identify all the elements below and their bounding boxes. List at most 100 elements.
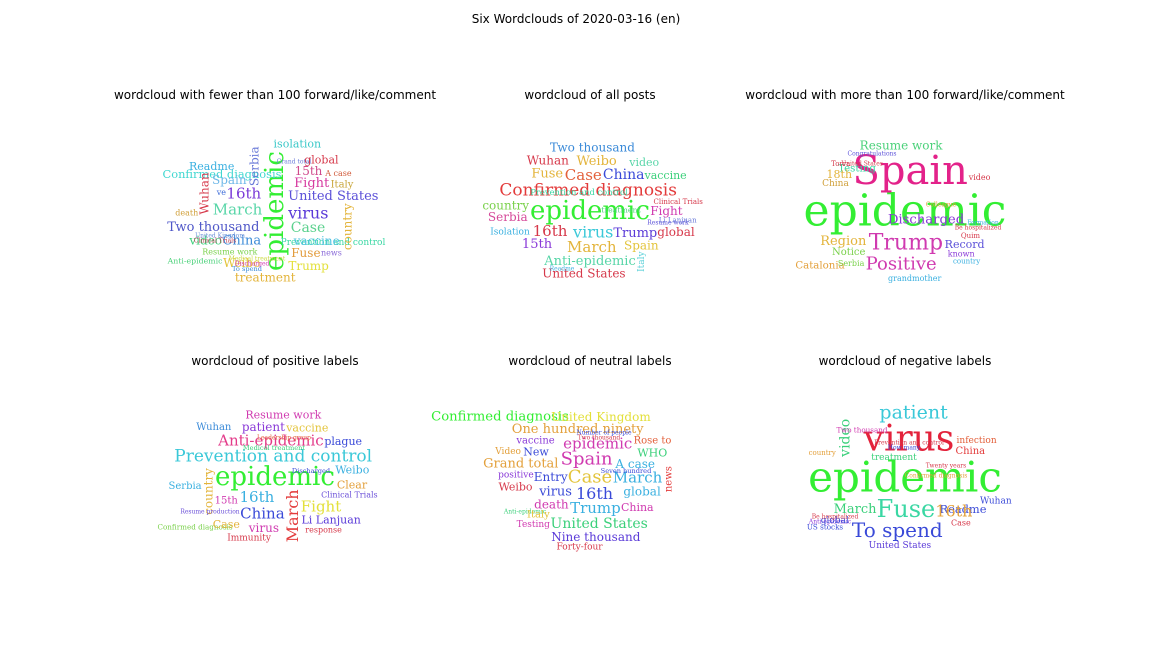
word: isolation bbox=[274, 138, 322, 151]
word: Serbia bbox=[838, 259, 865, 268]
word: Spain bbox=[852, 148, 967, 194]
word: China bbox=[955, 446, 985, 457]
word: virus bbox=[863, 419, 955, 460]
word: Formation bbox=[967, 220, 999, 227]
panel-negative: wordcloud of negative labels epidemic vir… bbox=[740, 354, 1070, 604]
word: Anti-epidemic bbox=[503, 509, 547, 516]
word: Confirmed diagnosis bbox=[905, 473, 968, 480]
word: country bbox=[482, 198, 529, 212]
word: plague bbox=[324, 435, 362, 448]
word: vaccine bbox=[515, 436, 554, 447]
word: Isolation bbox=[490, 227, 530, 237]
word: 18th bbox=[827, 168, 853, 181]
word: Readme bbox=[940, 502, 987, 516]
word: Rose to bbox=[634, 436, 672, 447]
word: Resume work bbox=[202, 248, 257, 257]
word: video bbox=[968, 173, 991, 182]
word: Torra bbox=[831, 160, 850, 168]
word: Wuhan bbox=[980, 496, 1012, 506]
word: Spain bbox=[212, 173, 247, 187]
word: Wuhan bbox=[197, 172, 211, 214]
word: video bbox=[628, 156, 659, 169]
word: Readme bbox=[550, 266, 575, 273]
word: Fight bbox=[294, 176, 330, 191]
word: Trump bbox=[869, 231, 943, 256]
word: Entry bbox=[534, 470, 568, 484]
word: Serbia bbox=[488, 210, 528, 224]
word: vaccine bbox=[293, 234, 340, 248]
word: Anti-epidemic bbox=[167, 257, 224, 266]
word: A case bbox=[324, 169, 352, 178]
word: China bbox=[621, 501, 654, 514]
word: Discharged bbox=[292, 467, 331, 475]
word: Number of people bbox=[576, 430, 631, 437]
word: treatment bbox=[235, 271, 296, 285]
word: Two thousand bbox=[837, 426, 888, 435]
word: Two thousand bbox=[578, 435, 621, 442]
word: Catalonia bbox=[795, 261, 844, 272]
word: China bbox=[822, 179, 849, 189]
word: epidemic bbox=[804, 186, 1007, 237]
word: Resume work bbox=[860, 138, 944, 152]
word: To spend bbox=[852, 518, 943, 542]
word: Italy bbox=[331, 180, 354, 191]
word: country bbox=[809, 449, 836, 457]
panel-title: wordcloud with fewer than 100 forward/li… bbox=[113, 88, 437, 102]
word: Anti-epidemic bbox=[808, 519, 852, 526]
word: Congratulations bbox=[847, 151, 896, 158]
word: video bbox=[838, 419, 854, 458]
word: Medical treatment bbox=[229, 256, 286, 263]
word: United States bbox=[841, 161, 883, 168]
word: Leadership group bbox=[257, 435, 311, 442]
word: Resume production bbox=[180, 509, 239, 516]
word: Fuse bbox=[531, 167, 563, 182]
word: Clinical Trials bbox=[321, 491, 377, 500]
word: 15th bbox=[215, 496, 239, 507]
word: Record bbox=[945, 238, 985, 251]
word: 16th bbox=[226, 185, 261, 203]
word: death bbox=[534, 498, 569, 512]
word: epidemic bbox=[808, 453, 1002, 502]
word: March bbox=[613, 469, 663, 487]
word: country bbox=[341, 203, 355, 250]
word: United Kingdom bbox=[551, 410, 651, 424]
word: Forty-four bbox=[557, 542, 604, 552]
word: response bbox=[305, 525, 342, 534]
word: 15th bbox=[295, 164, 323, 178]
word: Confirmed diagnosis bbox=[431, 410, 569, 425]
word: Prevention and control bbox=[874, 440, 944, 447]
panel-title: wordcloud of neutral labels bbox=[508, 354, 672, 368]
word: Case bbox=[565, 166, 602, 184]
word: March bbox=[834, 502, 878, 517]
word: United Kingdom bbox=[195, 233, 245, 240]
word: Weibo bbox=[335, 464, 369, 477]
word: known bbox=[948, 250, 975, 259]
word: virus bbox=[538, 484, 572, 499]
word: Trump bbox=[570, 499, 621, 517]
word: Seven hundred bbox=[601, 467, 652, 475]
panel-title: wordcloud of negative labels bbox=[818, 354, 992, 368]
word: global bbox=[821, 516, 849, 526]
word: Italy bbox=[527, 510, 550, 521]
word: Serbia bbox=[247, 146, 261, 186]
word: Two thousand bbox=[550, 141, 635, 155]
word: Grand total bbox=[483, 457, 558, 472]
word: To spend bbox=[232, 265, 263, 273]
word: positive bbox=[498, 471, 534, 481]
word: Twenty years bbox=[926, 463, 967, 470]
word: Notice bbox=[832, 247, 866, 258]
word: global bbox=[304, 153, 339, 166]
word: United States bbox=[869, 541, 932, 551]
word: Fuse bbox=[291, 246, 320, 260]
word: Resume work bbox=[245, 409, 321, 422]
word: Readme bbox=[189, 160, 234, 173]
word: treatment bbox=[601, 206, 641, 215]
word: Spain bbox=[561, 449, 613, 470]
word: Nine thousand bbox=[551, 530, 641, 544]
word: Wuhan bbox=[196, 422, 232, 433]
word: virus bbox=[572, 223, 613, 242]
word: How many bbox=[888, 445, 921, 452]
